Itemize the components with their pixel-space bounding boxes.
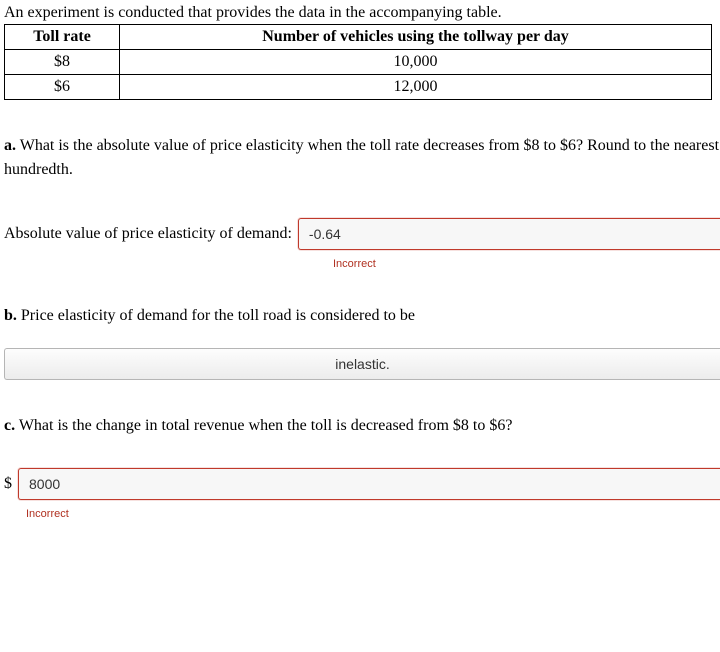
part-label-c: c. xyxy=(4,417,15,434)
revenue-change-input[interactable]: 8000 xyxy=(18,468,720,500)
answer-label-a: Absolute value of price elasticity of de… xyxy=(4,225,292,243)
intro-text: An experiment is conducted that provides… xyxy=(4,4,720,22)
currency-prefix: $ xyxy=(4,475,12,493)
elasticity-input[interactable]: -0.64 xyxy=(298,218,720,250)
table-header-row: Toll rate Number of vehicles using the t… xyxy=(5,25,712,50)
cell-vehicles-0: 10,000 xyxy=(120,50,712,75)
question-b: b. Price elasticity of demand for the to… xyxy=(4,304,720,328)
data-table: Toll rate Number of vehicles using the t… xyxy=(4,24,712,100)
question-b-text: Price elasticity of demand for the toll … xyxy=(17,307,415,324)
question-a: a. What is the absolute value of price e… xyxy=(4,134,720,182)
col-header-toll-rate: Toll rate xyxy=(5,25,120,50)
answer-row-a: Absolute value of price elasticity of de… xyxy=(4,218,720,250)
part-label-b: b. xyxy=(4,307,17,324)
cell-rate-0: $8 xyxy=(5,50,120,75)
table-row: $8 10,000 xyxy=(5,50,712,75)
cell-rate-1: $6 xyxy=(5,75,120,100)
question-c-text: What is the change in total revenue when… xyxy=(15,417,512,434)
elasticity-type-select[interactable]: inelastic. xyxy=(4,348,720,380)
part-label-a: a. xyxy=(4,137,16,154)
feedback-a: Incorrect xyxy=(333,258,720,270)
answer-row-c: $ 8000 xyxy=(4,468,720,500)
question-a-text: What is the absolute value of price elas… xyxy=(4,137,719,178)
table-row: $6 12,000 xyxy=(5,75,712,100)
question-c: c. What is the change in total revenue w… xyxy=(4,414,720,438)
cell-vehicles-1: 12,000 xyxy=(120,75,712,100)
feedback-c: Incorrect xyxy=(26,508,720,520)
col-header-vehicles: Number of vehicles using the tollway per… xyxy=(120,25,712,50)
